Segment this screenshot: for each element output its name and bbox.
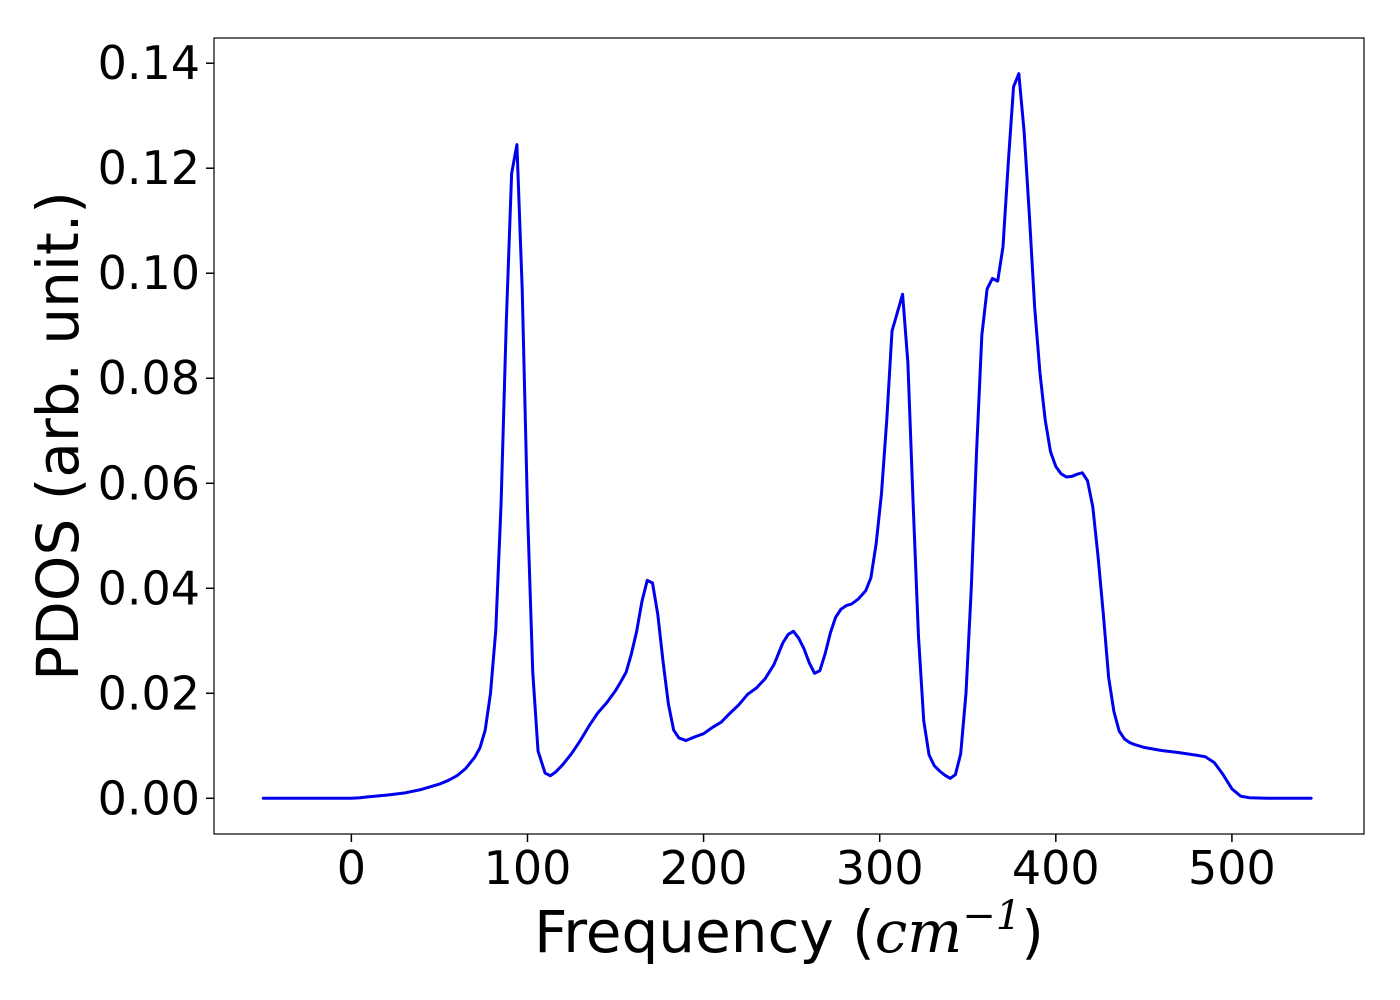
- x-tick-label: 200: [660, 841, 748, 895]
- plot-frame: [213, 37, 1365, 835]
- y-tick-label: 0.14: [98, 36, 200, 90]
- y-tick-label: 0.02: [98, 666, 200, 720]
- x-tick-label: 500: [1188, 841, 1276, 895]
- x-tick-label: 0: [337, 841, 366, 895]
- y-tick-label: 0.04: [98, 561, 200, 615]
- plot-content: [261, 72, 1313, 800]
- y-axis-label: PDOS (arb. unit.): [24, 191, 92, 681]
- x-axis-label: Frequency (cm−1): [534, 893, 1044, 966]
- x-tick-label: 100: [484, 841, 572, 895]
- pdos-series-line: [261, 72, 1313, 800]
- y-tick-label: 0.06: [98, 456, 200, 510]
- y-tick-label: 0.00: [98, 771, 200, 825]
- y-axis: 0.00 0.02 0.04 0.06 0.08 0.10 0.12 0.14: [98, 36, 214, 825]
- x-axis: 0 100 200 300 400 500: [337, 834, 1276, 895]
- x-tick-label: 300: [836, 841, 924, 895]
- y-tick-label: 0.12: [98, 141, 200, 195]
- y-tick-label: 0.08: [98, 351, 200, 405]
- y-tick-label: 0.10: [98, 246, 200, 300]
- x-tick-label: 400: [1012, 841, 1100, 895]
